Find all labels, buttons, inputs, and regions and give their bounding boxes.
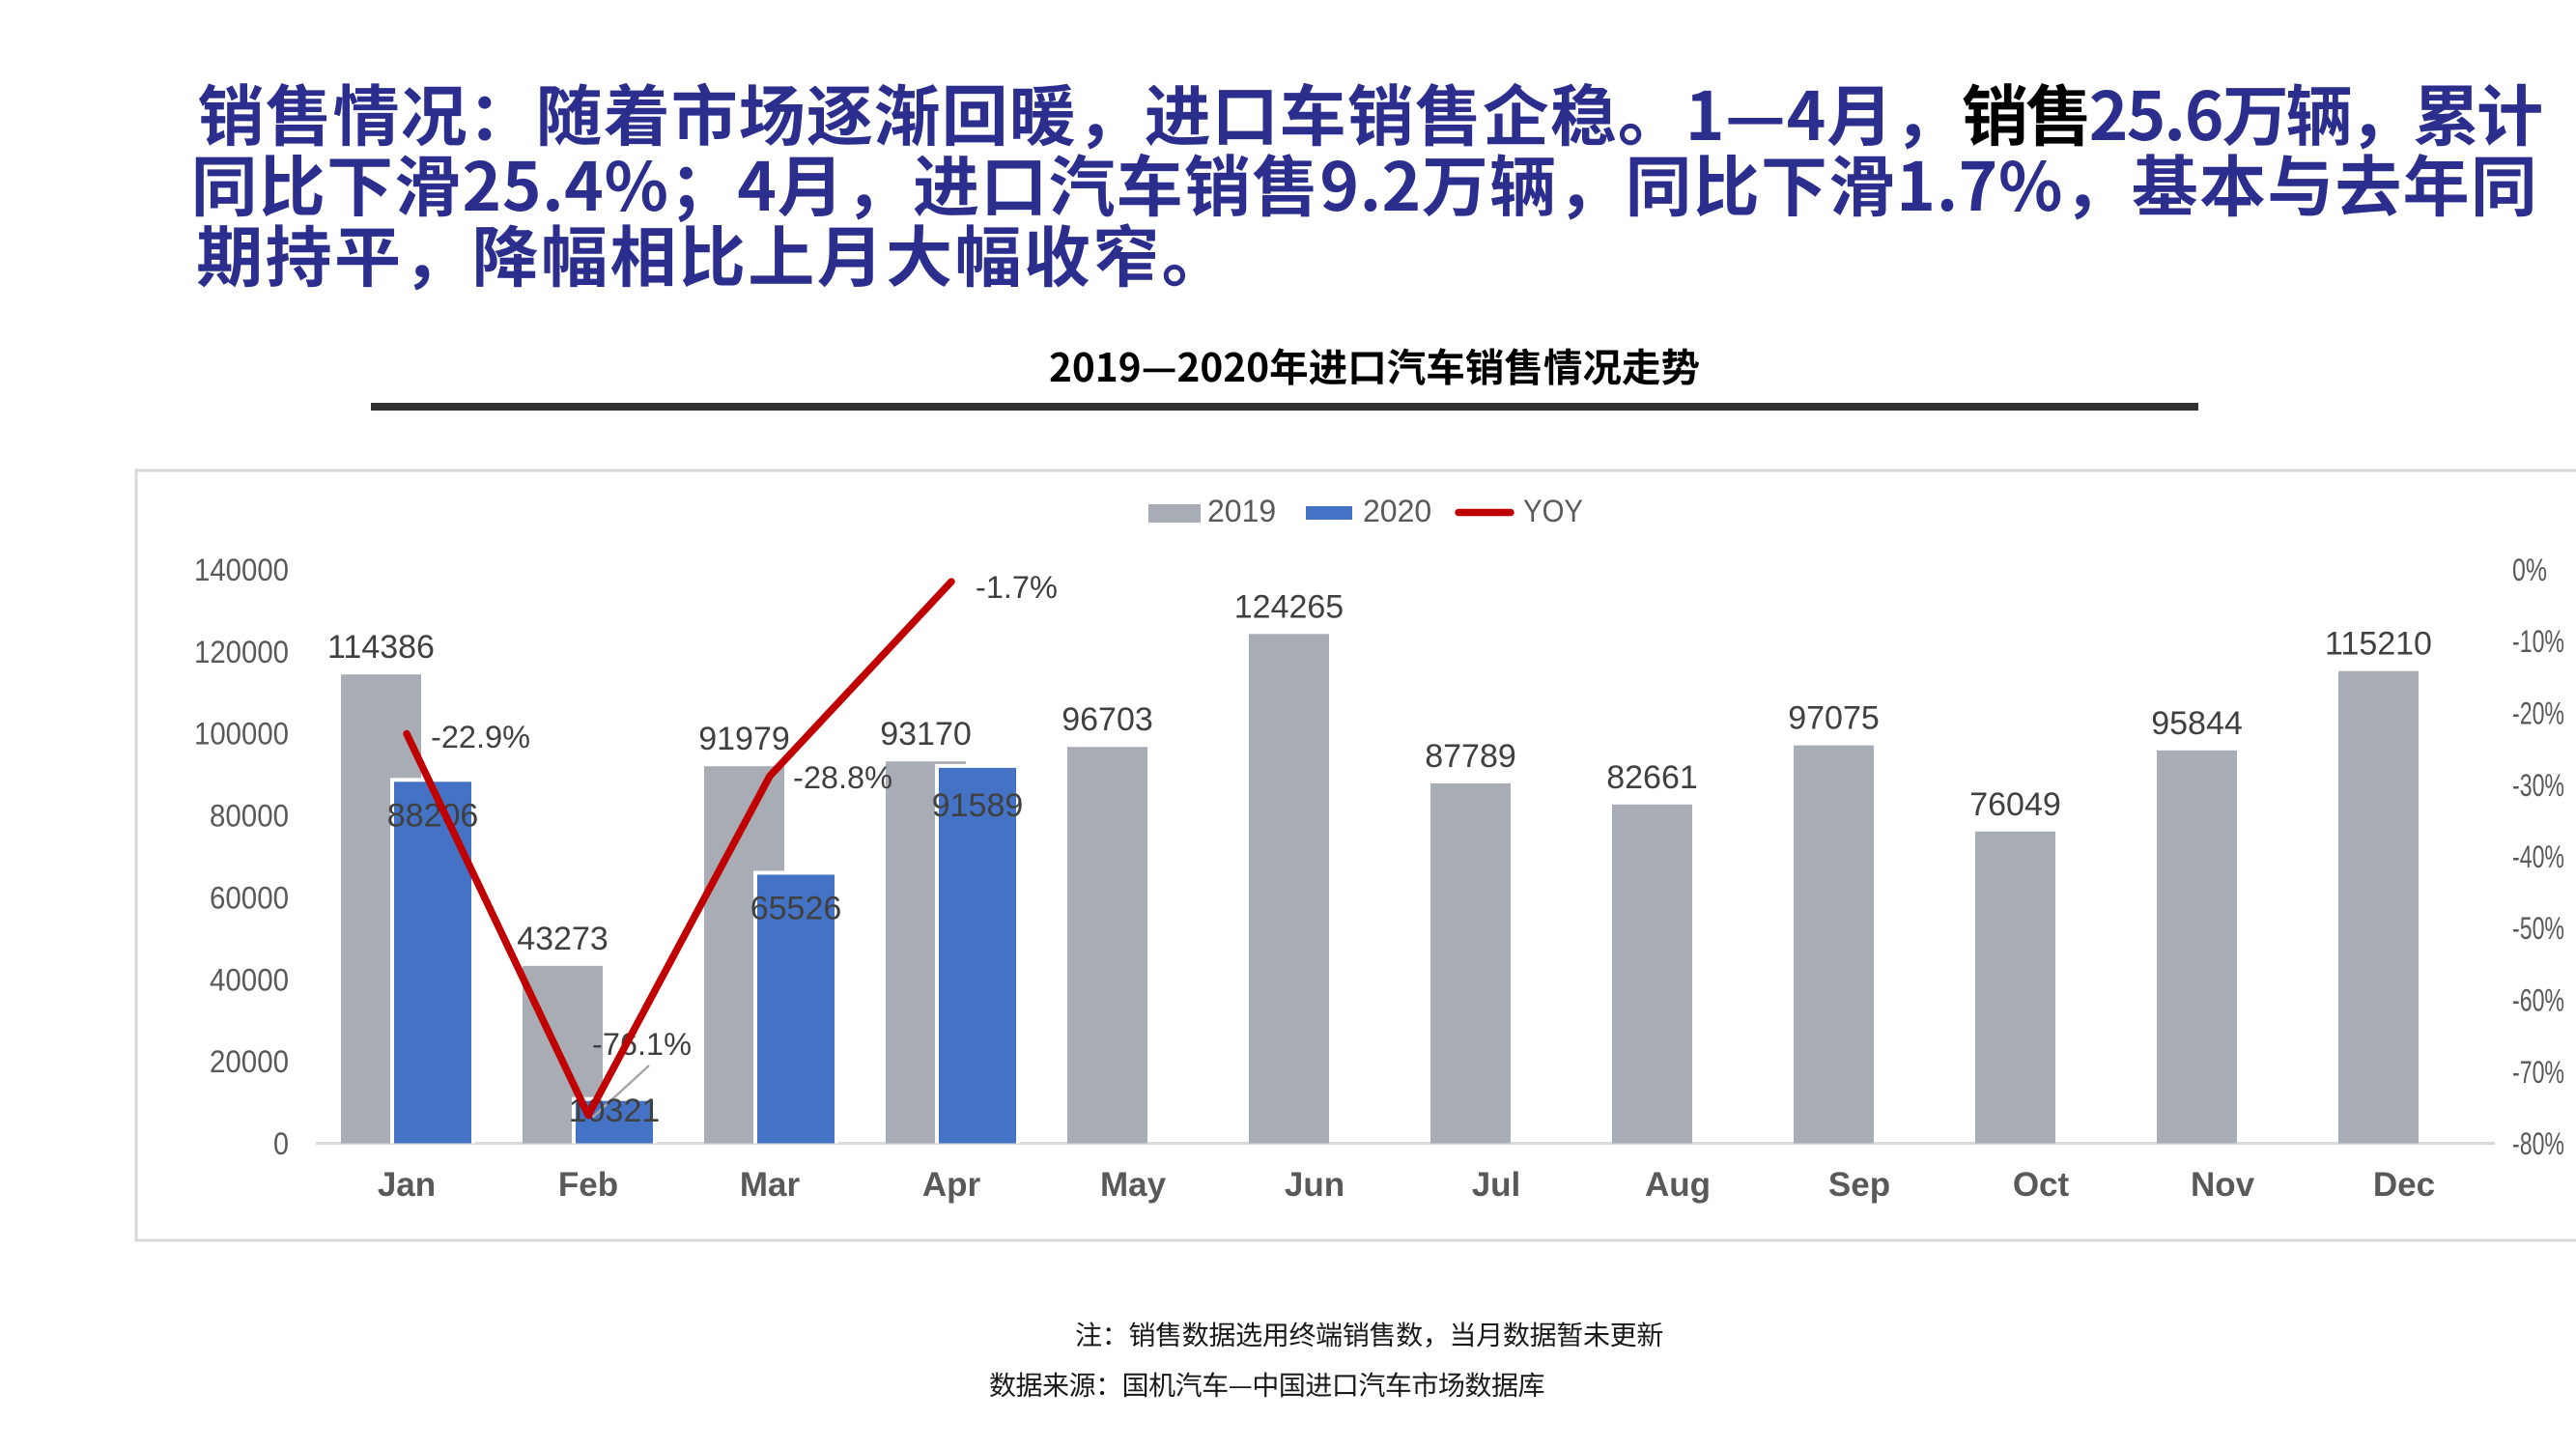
svg-text:76049: 76049 (1969, 786, 2061, 823)
svg-text:Feb: Feb (558, 1166, 618, 1204)
svg-text:87789: 87789 (1425, 738, 1516, 775)
svg-text:-20%: -20% (2512, 696, 2564, 731)
svg-text:96703: 96703 (1062, 701, 1153, 738)
svg-text:-40%: -40% (2512, 839, 2564, 874)
svg-text:-80%: -80% (2512, 1126, 2564, 1161)
svg-text:Mar: Mar (740, 1166, 801, 1204)
svg-text:Apr: Apr (922, 1166, 981, 1204)
svg-text:2020: 2020 (1363, 494, 1431, 528)
svg-text:20000: 20000 (210, 1044, 289, 1079)
svg-text:Oct: Oct (2013, 1166, 2070, 1204)
svg-text:-1.7%: -1.7% (976, 570, 1058, 605)
svg-text:91589: 91589 (932, 787, 1024, 824)
svg-text:2019: 2019 (1207, 494, 1276, 528)
svg-text:140000: 140000 (194, 553, 289, 587)
svg-text:40000: 40000 (210, 962, 289, 997)
svg-text:65526: 65526 (750, 891, 842, 927)
svg-text:-76.1%: -76.1% (592, 1027, 692, 1062)
svg-text:0: 0 (273, 1126, 289, 1161)
svg-text:80000: 80000 (210, 799, 289, 834)
svg-text:88206: 88206 (387, 797, 479, 834)
svg-text:Jul: Jul (1472, 1166, 1521, 1204)
svg-text:Jun: Jun (1285, 1166, 1345, 1204)
svg-text:-22.9%: -22.9% (431, 720, 530, 754)
svg-text:-70%: -70% (2512, 1055, 2564, 1090)
svg-text:114386: 114386 (327, 629, 435, 666)
svg-text:Aug: Aug (1645, 1166, 1711, 1204)
svg-text:-50%: -50% (2512, 911, 2564, 946)
svg-text:Jan: Jan (378, 1166, 436, 1204)
svg-text:-30%: -30% (2512, 768, 2564, 803)
svg-text:95844: 95844 (2151, 705, 2243, 742)
svg-text:-28.8%: -28.8% (793, 760, 892, 795)
svg-text:91979: 91979 (698, 721, 790, 757)
svg-text:YOY: YOY (1523, 494, 1583, 528)
svg-text:Dec: Dec (2373, 1166, 2435, 1204)
svg-text:97075: 97075 (1788, 700, 1880, 737)
svg-text:100000: 100000 (194, 717, 289, 752)
svg-text:60000: 60000 (210, 880, 289, 915)
svg-text:124265: 124265 (1234, 588, 1344, 625)
svg-text:93170: 93170 (880, 716, 972, 753)
svg-text:May: May (1100, 1166, 1167, 1204)
svg-text:-10%: -10% (2512, 624, 2564, 659)
svg-text:Sep: Sep (1828, 1166, 1890, 1204)
svg-text:Nov: Nov (2191, 1166, 2255, 1204)
svg-text:115210: 115210 (2325, 626, 2432, 663)
svg-text:82661: 82661 (1606, 759, 1698, 796)
svg-text:0%: 0% (2512, 553, 2547, 587)
svg-text:120000: 120000 (194, 635, 289, 669)
svg-text:43273: 43273 (517, 921, 609, 957)
svg-text:-60%: -60% (2512, 983, 2564, 1018)
